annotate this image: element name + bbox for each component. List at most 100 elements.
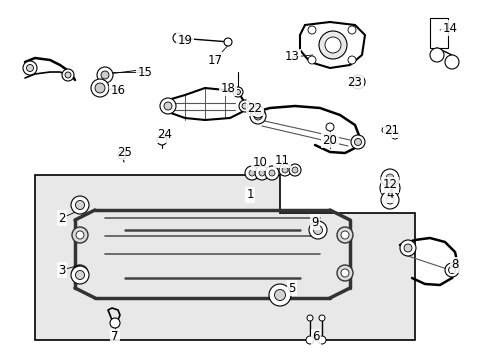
Circle shape (23, 61, 37, 75)
Circle shape (444, 55, 458, 69)
Circle shape (384, 183, 394, 193)
Circle shape (101, 71, 109, 79)
Text: 6: 6 (312, 330, 319, 343)
Text: 3: 3 (58, 264, 65, 276)
Text: 12: 12 (382, 179, 397, 192)
Circle shape (350, 135, 364, 149)
Circle shape (325, 123, 333, 131)
Circle shape (259, 170, 264, 176)
Circle shape (76, 269, 84, 277)
Text: 17: 17 (207, 54, 222, 67)
Circle shape (251, 106, 264, 118)
Circle shape (380, 169, 398, 187)
Text: 5: 5 (288, 282, 295, 294)
Circle shape (72, 227, 88, 243)
Circle shape (325, 37, 340, 53)
Circle shape (447, 266, 454, 274)
Circle shape (173, 33, 183, 43)
Text: 7: 7 (111, 330, 119, 343)
Text: 2: 2 (58, 211, 65, 225)
Bar (429, 18, 447, 48)
Circle shape (26, 64, 34, 72)
Text: 10: 10 (252, 157, 267, 170)
Circle shape (268, 170, 274, 176)
Text: 25: 25 (117, 145, 132, 158)
Circle shape (307, 26, 315, 34)
Circle shape (62, 69, 74, 81)
Polygon shape (35, 175, 414, 340)
Circle shape (317, 336, 325, 344)
Circle shape (268, 284, 290, 306)
Circle shape (71, 266, 89, 284)
Circle shape (379, 178, 399, 198)
Circle shape (253, 112, 262, 120)
Circle shape (318, 315, 325, 321)
Circle shape (163, 102, 172, 110)
Circle shape (347, 56, 355, 64)
Text: 15: 15 (137, 66, 152, 78)
Circle shape (72, 265, 88, 281)
Text: 8: 8 (450, 258, 458, 271)
Circle shape (282, 167, 287, 173)
Circle shape (157, 135, 167, 145)
Circle shape (291, 167, 297, 173)
Circle shape (274, 289, 285, 301)
Circle shape (264, 166, 279, 180)
Circle shape (381, 127, 387, 133)
Text: 22: 22 (247, 102, 262, 114)
Circle shape (399, 240, 415, 256)
Text: 18: 18 (220, 81, 235, 94)
Circle shape (354, 139, 361, 145)
Circle shape (95, 83, 105, 93)
Circle shape (403, 244, 411, 252)
Circle shape (118, 151, 126, 159)
Circle shape (306, 315, 312, 321)
Circle shape (385, 174, 393, 182)
Circle shape (235, 90, 240, 94)
Circle shape (385, 196, 393, 204)
Circle shape (350, 75, 364, 89)
Text: 20: 20 (322, 134, 337, 147)
Circle shape (354, 79, 360, 85)
Text: 14: 14 (442, 22, 457, 35)
Text: 21: 21 (384, 123, 399, 136)
Circle shape (307, 56, 315, 64)
Circle shape (380, 191, 398, 209)
Circle shape (242, 103, 247, 109)
Text: 9: 9 (311, 216, 318, 229)
Circle shape (244, 166, 259, 180)
Circle shape (288, 164, 301, 176)
Circle shape (254, 109, 261, 115)
Circle shape (336, 227, 352, 243)
Circle shape (91, 79, 109, 97)
Text: 11: 11 (274, 153, 289, 166)
Circle shape (313, 225, 322, 234)
Circle shape (160, 98, 176, 114)
Text: 1: 1 (246, 189, 253, 202)
Text: 19: 19 (177, 33, 192, 46)
Circle shape (239, 100, 250, 112)
Circle shape (308, 221, 326, 239)
Circle shape (248, 170, 254, 176)
Circle shape (249, 108, 265, 124)
Circle shape (279, 164, 290, 176)
Circle shape (76, 231, 84, 239)
Text: 16: 16 (110, 84, 125, 96)
Circle shape (110, 318, 120, 328)
Circle shape (224, 38, 231, 46)
Text: 13: 13 (284, 50, 299, 63)
Circle shape (71, 196, 89, 214)
Circle shape (429, 48, 443, 62)
Text: 4: 4 (386, 189, 393, 202)
Text: 23: 23 (347, 76, 362, 89)
Circle shape (340, 231, 348, 239)
Circle shape (340, 269, 348, 277)
Circle shape (318, 31, 346, 59)
Circle shape (65, 72, 71, 78)
Circle shape (254, 166, 268, 180)
Text: 24: 24 (157, 129, 172, 141)
Circle shape (97, 67, 113, 83)
Circle shape (75, 270, 84, 279)
Circle shape (305, 336, 313, 344)
Circle shape (444, 263, 458, 277)
